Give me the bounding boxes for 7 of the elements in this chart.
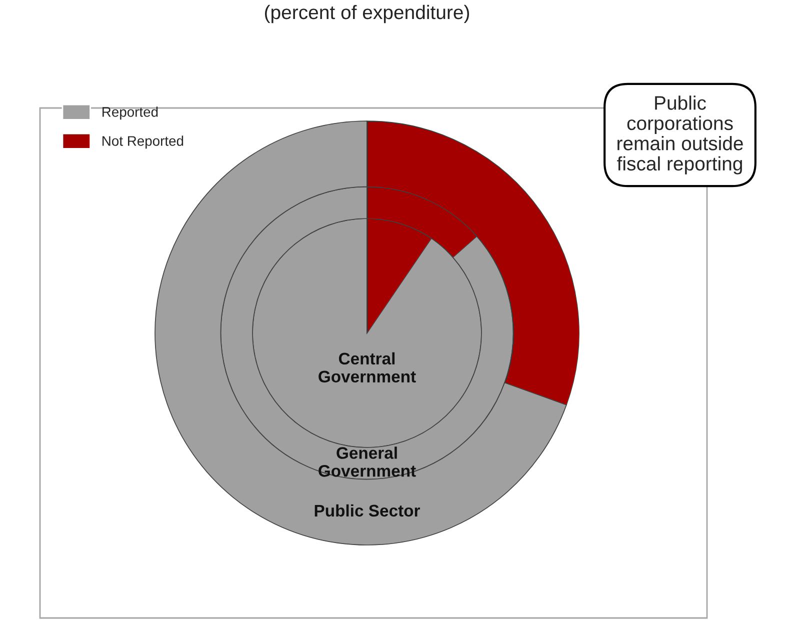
text: Public corporations remain outside fiscal reporting [617, 96, 743, 174]
slice-label: General Government [318, 446, 416, 477]
chart-title: (percent of expenditure) [264, 4, 470, 24]
slice-label: Central Government [318, 352, 416, 382]
legend-label: Reported [102, 106, 158, 120]
legend-label: Not Reported [102, 136, 184, 149]
slice-label: Public Sector [314, 504, 420, 517]
